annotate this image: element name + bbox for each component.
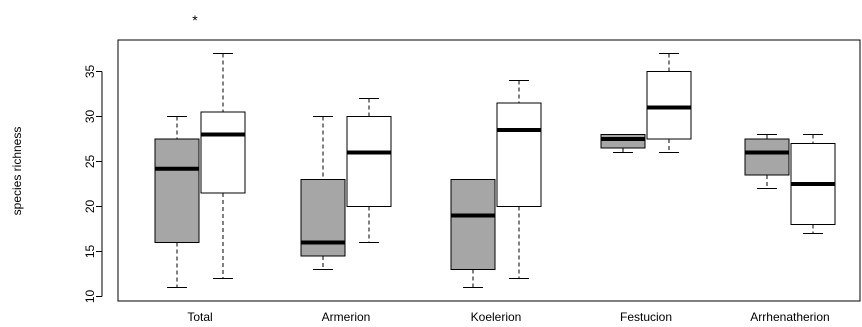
y-tick-label: 25 [83,155,97,169]
box-white-arrhenatherion [790,134,836,234]
iqr-box [600,134,646,149]
iqr-box [450,179,496,270]
iqr-box [346,116,392,207]
box-grey-armerion [300,116,346,270]
y-tick-label: 35 [83,65,97,79]
y-axis-title: species richness [10,127,24,216]
box-grey-festucion [600,134,646,153]
x-tick-label: Arrhenatherion [750,310,829,324]
y-axis: 10 15 20 25 30 35 [83,65,103,304]
x-tick-label: Total [187,310,212,324]
iqr-box [200,111,246,194]
significance-annotation: * [192,12,198,28]
x-tick-label: Festucion [620,310,672,324]
x-tick-label: Koelerion [471,310,522,324]
x-tick-label: Armerion [322,310,371,324]
box-grey-koelerion [450,179,496,288]
y-tick-label: 20 [83,200,97,214]
y-tick-label: 15 [83,245,97,259]
iqr-box [300,179,346,257]
iqr-box [744,138,790,176]
annotations: * [192,12,198,28]
box-white-festucion [646,53,692,153]
plot-frame [117,39,861,302]
y-tick-label: 10 [83,290,97,304]
y-tick-label: 30 [83,110,97,124]
box-white-armerion [346,98,392,243]
x-axis-labels: Total Armerion Koelerion Festucion Arrhenath… [187,310,829,324]
iqr-box [646,71,692,140]
box-white-total [200,53,246,279]
iqr-box [154,138,200,243]
box-grey-total [154,116,200,288]
iqr-box [496,102,542,207]
box-series [154,53,836,288]
box-grey-arrhenatherion [744,134,790,189]
box-white-koelerion [496,80,542,279]
